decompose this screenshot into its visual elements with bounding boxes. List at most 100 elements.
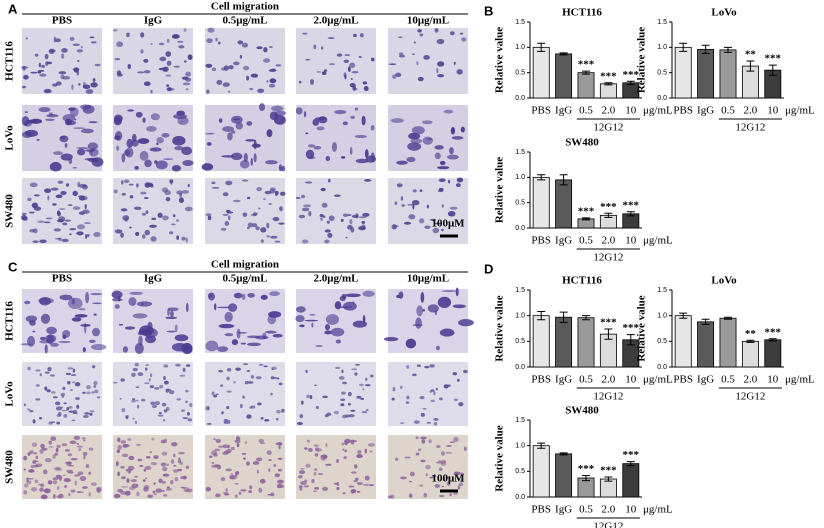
- cell: [137, 372, 144, 377]
- cell: [27, 197, 32, 202]
- cell: [144, 465, 152, 471]
- cell: [257, 402, 262, 406]
- cell: [449, 147, 454, 155]
- cell: [127, 438, 132, 441]
- micrograph: [111, 289, 193, 355]
- cell: [143, 468, 146, 472]
- cell: [54, 237, 62, 240]
- cell: [187, 418, 193, 422]
- cell: [258, 438, 264, 443]
- cell: [395, 457, 399, 461]
- panel-title: Cell migration: [211, 1, 279, 13]
- cell: [54, 38, 61, 43]
- x-tick-label: IgG: [555, 235, 572, 247]
- cell: [113, 117, 122, 126]
- cell: [370, 57, 375, 62]
- cell: [85, 291, 90, 304]
- cell: [52, 203, 57, 206]
- cell: [362, 388, 365, 391]
- cell: [174, 363, 181, 367]
- cell: [149, 224, 157, 228]
- cell: [169, 231, 174, 235]
- cell: [135, 111, 143, 118]
- group-label: 12G12: [735, 122, 765, 134]
- cell: [268, 45, 273, 49]
- cell: [315, 405, 319, 410]
- cell: [117, 73, 123, 77]
- micrograph: [296, 435, 376, 499]
- cell: [82, 84, 91, 89]
- cell: [162, 215, 169, 221]
- row-label: LoVo: [4, 381, 16, 407]
- cell: [73, 67, 80, 73]
- cell: [66, 406, 70, 411]
- cell: [217, 346, 229, 352]
- cell: [80, 104, 91, 110]
- cell: [63, 477, 71, 483]
- cell: [213, 438, 216, 441]
- significance: ***: [623, 449, 640, 461]
- cell: [127, 109, 134, 112]
- cell: [270, 235, 278, 239]
- cell: [421, 439, 426, 444]
- cell: [60, 190, 67, 196]
- cell: [57, 486, 60, 490]
- cell: [163, 380, 169, 385]
- cell: [436, 445, 441, 449]
- cell: [121, 180, 124, 185]
- cell: [453, 398, 459, 401]
- cell: [303, 485, 310, 488]
- cell: [277, 457, 283, 460]
- cell: [423, 55, 430, 60]
- panel-label: A: [8, 1, 18, 16]
- cell: [343, 59, 349, 63]
- cell: [425, 464, 431, 470]
- cell: [64, 219, 72, 222]
- cell: [43, 469, 48, 475]
- cell: [173, 464, 177, 467]
- cell: [301, 194, 306, 199]
- bar: [577, 317, 595, 368]
- cell: [79, 183, 87, 189]
- y-tick-label: 1.0: [657, 44, 667, 51]
- cell: [361, 220, 366, 224]
- cell: [33, 206, 42, 211]
- cell: [76, 445, 84, 448]
- y-tick-label: 0.5: [657, 338, 667, 345]
- cell: [360, 397, 364, 400]
- cell: [441, 204, 444, 208]
- error-bar: [559, 452, 568, 456]
- cell: [326, 220, 330, 224]
- cell: [445, 451, 453, 454]
- bar: [622, 463, 640, 498]
- cell: [46, 326, 57, 335]
- cell: [334, 109, 347, 115]
- cell: [53, 467, 61, 471]
- cell: [345, 236, 348, 239]
- cell: [208, 292, 215, 301]
- cell: [136, 183, 139, 188]
- cell: [215, 438, 222, 443]
- significance: ***: [600, 465, 617, 477]
- cell: [175, 219, 180, 222]
- cell: [279, 206, 283, 212]
- cell: [151, 217, 157, 220]
- cell: [113, 189, 118, 194]
- error-bar: [559, 52, 568, 56]
- cell: [96, 396, 101, 399]
- cell: [37, 483, 43, 486]
- cell: [367, 443, 375, 447]
- cell: [137, 138, 150, 144]
- cell: [245, 139, 256, 142]
- cell: [129, 291, 143, 295]
- y-axis-label: Relative value: [494, 27, 506, 93]
- cell: [35, 398, 41, 401]
- panel-label: C: [8, 259, 18, 274]
- cell: [264, 160, 278, 165]
- significance: **: [745, 328, 757, 340]
- cell: [205, 132, 215, 135]
- cell: [368, 484, 375, 487]
- row-label: HCT116: [4, 301, 16, 341]
- cell: [299, 414, 304, 419]
- cell: [61, 48, 68, 53]
